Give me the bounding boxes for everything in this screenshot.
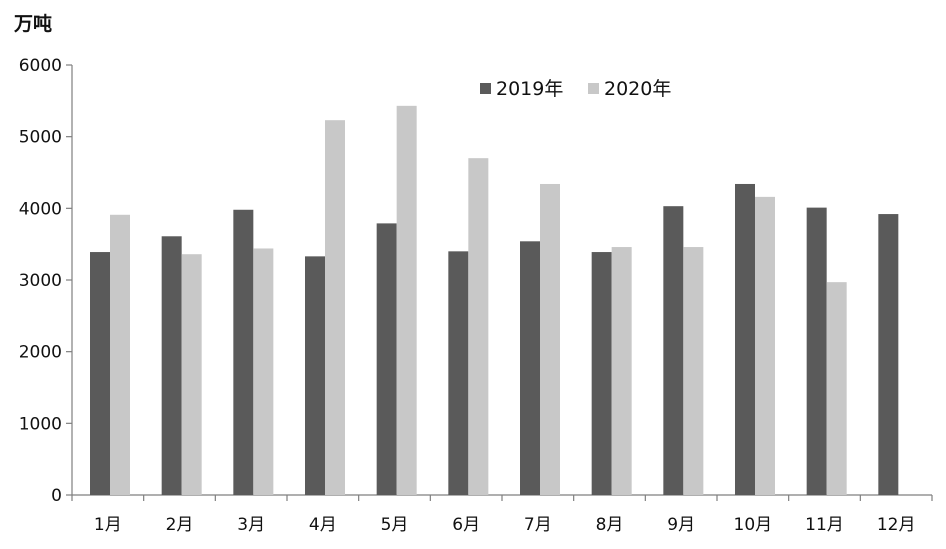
bar-2019年-7月 (520, 241, 540, 495)
bar-2019年-4月 (305, 256, 325, 495)
y-tick-label: 6000 (19, 56, 62, 76)
x-tick-label: 12月 (877, 515, 916, 535)
bar-2019年-2月 (161, 236, 182, 496)
bar-2020年-10月 (755, 196, 775, 495)
bar-2020年-2月 (181, 254, 202, 495)
bar-2020年-11月 (826, 282, 847, 495)
x-tick-label: 5月 (381, 515, 409, 535)
y-tick-label: 5000 (19, 128, 62, 148)
x-tick-label: 10月 (734, 515, 773, 535)
y-tick-label: 4000 (19, 199, 62, 219)
x-tick-label: 8月 (596, 515, 624, 535)
bar-2019年-1月 (90, 252, 110, 495)
bar-2020年-9月 (683, 247, 704, 495)
bar-2019年-3月 (233, 209, 254, 495)
x-tick-label: 6月 (452, 515, 480, 535)
x-tick-label: 11月 (805, 515, 844, 535)
bar-2020年-5月 (396, 105, 417, 495)
y-tick-label: 0 (51, 486, 62, 506)
x-tick-label: 3月 (237, 515, 265, 535)
bar-2020年-3月 (253, 248, 274, 495)
bar-2020年-1月 (110, 214, 130, 496)
y-unit-label: 万吨 (13, 12, 52, 35)
y-tick-label: 2000 (19, 343, 62, 363)
y-tick-label: 1000 (19, 414, 62, 434)
x-tick-label: 9月 (667, 515, 695, 535)
bar-2020年-8月 (611, 247, 632, 495)
bar-2019年-8月 (591, 252, 612, 495)
legend-swatch (480, 83, 491, 94)
bar-2019年-6月 (448, 251, 469, 495)
bar-2020年-7月 (540, 183, 560, 495)
legend: 2019年 2020年 (480, 78, 671, 100)
legend-swatch (588, 83, 599, 94)
legend-label: 2020年 (604, 78, 671, 100)
x-tick-label: 1月 (94, 515, 122, 535)
x-axis: 1月 2月 3月 4月 5月 6月 7月 8月 9月 10月 11月 12月 (71, 494, 933, 535)
bar-2019年-12月 (878, 214, 899, 496)
bar-2020年-4月 (325, 120, 345, 495)
legend-label: 2019年 (496, 78, 563, 100)
x-tick-label: 7月 (524, 515, 552, 535)
bar-2019年-9月 (663, 206, 684, 495)
x-tick-label: 2月 (166, 515, 194, 535)
bar-2019年-5月 (376, 223, 397, 495)
bar-2019年-10月 (735, 183, 755, 495)
y-axis: 0 1000 2000 3000 4000 5000 6000 (19, 56, 73, 506)
x-tick-label: 4月 (309, 515, 337, 535)
bars (90, 105, 899, 496)
y-tick-label: 3000 (19, 271, 62, 291)
bar-2020年-6月 (468, 158, 489, 495)
bar-2019年-11月 (806, 207, 827, 495)
